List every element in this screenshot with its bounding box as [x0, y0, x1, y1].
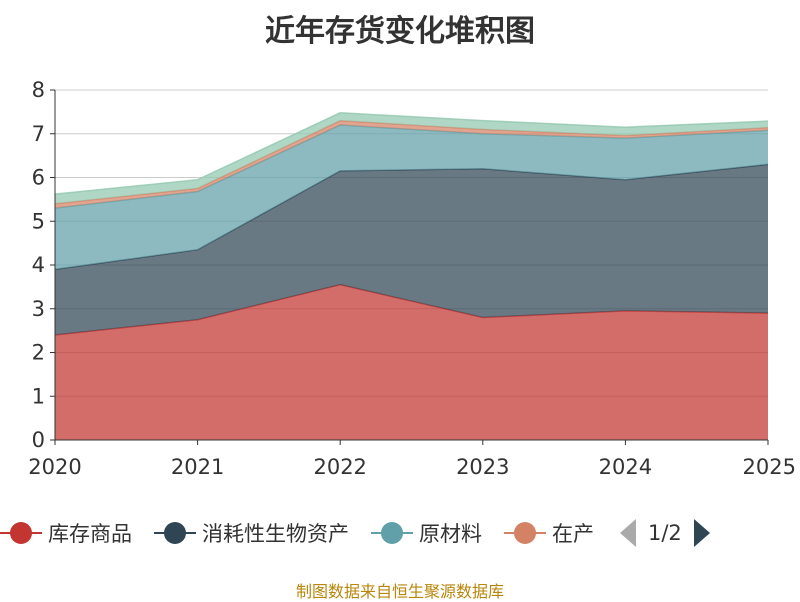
y-tick-label: 0 [32, 428, 45, 452]
legend-pager: 1/2 [620, 519, 710, 547]
legend-next-page-icon[interactable] [693, 519, 710, 547]
legend-marker-icon [371, 521, 413, 545]
y-tick-label: 4 [32, 253, 45, 277]
x-tick-label: 2024 [599, 455, 652, 479]
area-series-4 [55, 112, 768, 204]
legend-label: 在产 [552, 522, 594, 546]
legend-label: 消耗性生物资产 [202, 522, 349, 546]
area-series-3 [55, 120, 768, 209]
legend-marker-icon [504, 521, 546, 545]
legend-item-biological-assets[interactable]: 消耗性生物资产 [154, 518, 349, 548]
x-tick-label: 2020 [28, 455, 81, 479]
legend-page-indicator: 1/2 [648, 521, 682, 545]
legend-item-raw-materials[interactable]: 原材料 [371, 518, 482, 548]
legend-label: 原材料 [419, 522, 482, 546]
series-line-4 [54, 112, 769, 195]
y-tick-label: 7 [32, 122, 45, 146]
y-tick-label: 8 [32, 78, 45, 102]
legend-label: 库存商品 [48, 522, 132, 546]
legend-item-inventory-goods[interactable]: 库存商品 [0, 518, 132, 548]
y-tick-label: 3 [32, 297, 45, 321]
y-tick-label: 6 [32, 166, 45, 190]
area-series-0 [55, 284, 768, 440]
area-series-2 [55, 125, 768, 270]
legend: 库存商品 消耗性生物资产 原材料 在产 1/2 [0, 516, 710, 550]
x-tick-label: 2025 [743, 455, 796, 479]
y-tick-label: 2 [32, 341, 45, 365]
area-series-1 [55, 164, 768, 335]
legend-marker-icon [0, 521, 42, 545]
x-tick-label: 2022 [313, 455, 366, 479]
legend-prev-page-icon[interactable] [620, 519, 636, 547]
legend-marker-icon [154, 521, 196, 545]
chart-title: 近年存货变化堆积图 [265, 14, 535, 49]
y-tick-label: 1 [32, 384, 45, 408]
legend-item-work-in-progress[interactable]: 在产 [504, 518, 594, 548]
x-tick-label: 2021 [171, 455, 224, 479]
data-source-note: 制图数据来自恒生聚源数据库 [295, 582, 504, 601]
x-tick-label: 2023 [456, 455, 509, 479]
y-tick-label: 5 [32, 209, 45, 233]
stacked-area-chart: 0 1 2 3 4 5 6 7 8 2020 2021 2022 2023 2024 2025 [28, 78, 796, 479]
